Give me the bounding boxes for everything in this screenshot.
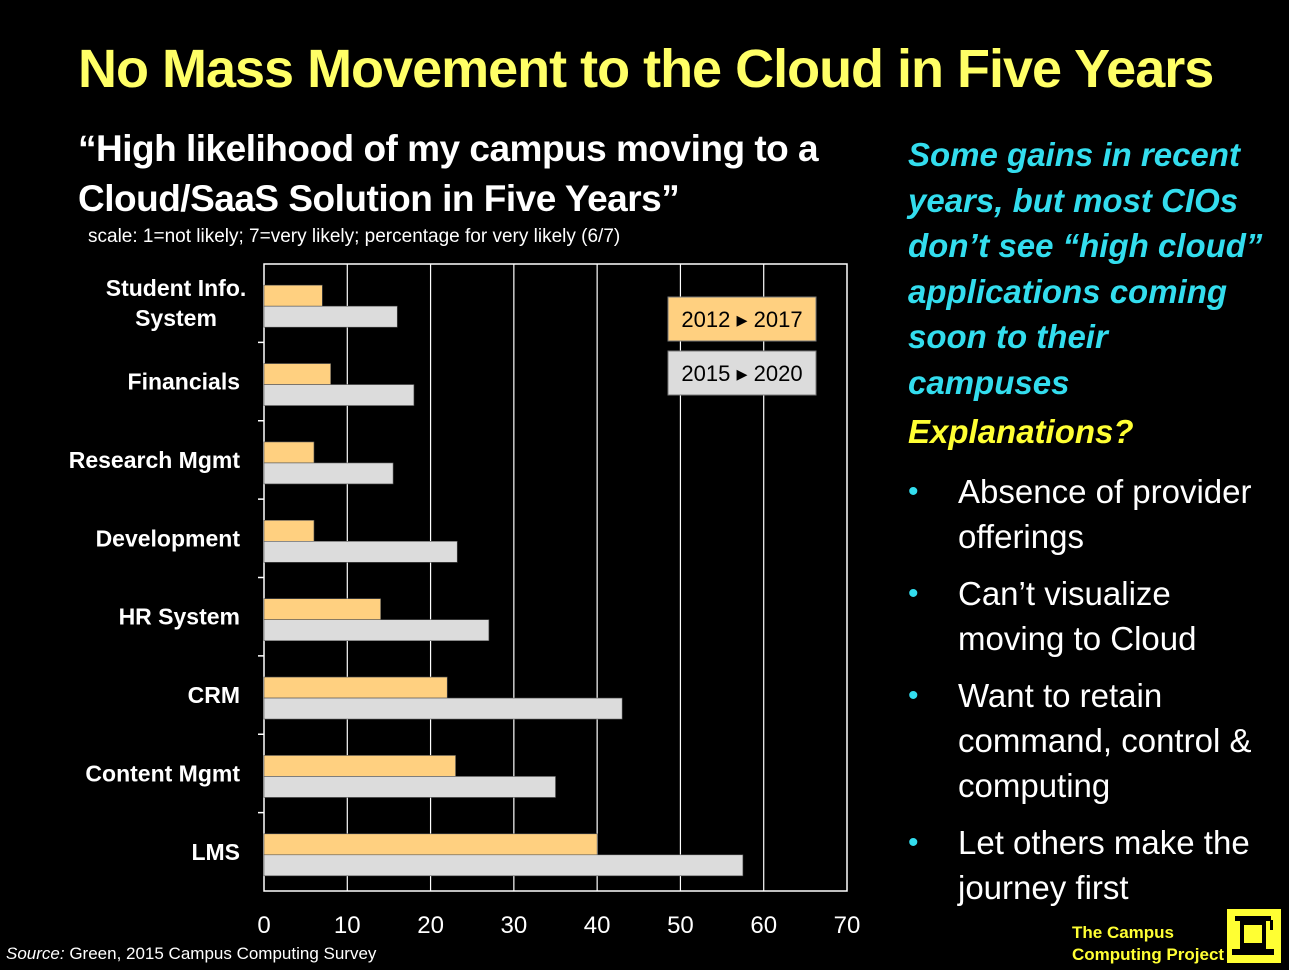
bar (263, 462, 394, 485)
campus-computing-logo-icon (1227, 909, 1281, 963)
bar (263, 619, 490, 641)
bar-chart: 0 10 20 30 40 50 60 70 Student Info. System Financ… (69, 263, 861, 939)
x-tick-label: 10 (334, 912, 361, 939)
highlight-line: soon to their campuses (908, 318, 1108, 401)
bar (263, 384, 415, 406)
x-tick-label: 60 (750, 912, 777, 939)
y-category-label: Financials (128, 369, 240, 395)
list-item: • Let others make the journey first (908, 820, 1278, 910)
bar (263, 776, 556, 798)
bullet-icon: • (908, 577, 919, 610)
bar (263, 284, 323, 307)
highlight-line: don’t see “high cloud” (908, 227, 1263, 264)
x-tick-label: 30 (501, 912, 528, 939)
source-note: Source: Green, 2015 Campus Computing Sur… (6, 944, 376, 964)
highlight-line: Some gains in recent (908, 136, 1240, 173)
scale-note: scale: 1=not likely; 7=very likely; perc… (88, 226, 621, 247)
subtitle-line-2: Cloud/SaaS Solution in Five Years” (78, 178, 680, 219)
x-tick-label: 0 (257, 912, 270, 939)
x-tick-label: 50 (667, 912, 694, 939)
bullet-icon: • (908, 475, 919, 508)
x-tick-label: 20 (417, 912, 444, 939)
y-category-label: Content Mgmt (85, 760, 240, 786)
brand-line-1: The Campus (1072, 923, 1175, 942)
list-item-text: Absence of provider offerings (958, 473, 1252, 555)
y-category-label: CRM (188, 682, 240, 708)
y-category-label: HR System (119, 604, 240, 630)
source-label: Source: (6, 944, 65, 963)
slide-title: No Mass Movement to the Cloud in Five Ye… (78, 39, 1214, 99)
y-category-label: LMS (191, 839, 240, 865)
explanations-heading: Explanations? (908, 413, 1134, 450)
legend-label: 2012 ▸ 2017 (681, 307, 802, 332)
highlight-text: Some gains in recent years, but most CIO… (908, 132, 1278, 405)
list-item-text: Want to retain command, control & comput… (958, 677, 1252, 804)
bullet-icon: • (908, 679, 919, 712)
bar (263, 305, 398, 328)
bar (263, 854, 744, 877)
chart-subtitle: “High likelihood of my campus moving to … (78, 124, 878, 224)
bar (263, 676, 448, 699)
list-item: • Can’t visualize moving to Cloud (908, 571, 1278, 661)
brand-line-2: Computing Project (1072, 945, 1225, 964)
highlight-line: applications coming (908, 272, 1228, 310)
legend-swatch (667, 350, 817, 396)
right-panel: Some gains in recent years, but most CIO… (908, 132, 1278, 922)
bar (263, 541, 458, 563)
bar (263, 363, 331, 385)
brand-text: The Campus Computing Project (1072, 922, 1224, 966)
list-item: • Want to retain command, control & compu… (908, 673, 1278, 808)
bullet-icon: • (908, 826, 919, 859)
y-category-label: Student Info. (106, 275, 247, 301)
source-text: Green, 2015 Campus Computing Survey (64, 944, 377, 963)
explanation-list: • Absence of provider offerings • Can’t vi… (908, 469, 1278, 910)
y-category-label: Research Mgmt (69, 447, 241, 473)
bar (263, 598, 381, 620)
bar (263, 441, 315, 464)
bar (263, 697, 623, 720)
x-tick-label: 40 (584, 912, 611, 939)
y-category-label: System (135, 305, 217, 331)
list-item-text: Can’t visualize moving to Cloud (958, 575, 1197, 657)
bar (263, 833, 598, 856)
list-item-text: Let others make the journey first (958, 824, 1250, 906)
bar (263, 755, 456, 777)
subtitle-line-1: “High likelihood of my campus moving to … (78, 128, 819, 169)
list-item: • Absence of provider offerings (908, 469, 1278, 559)
legend-label: 2015 ▸ 2020 (681, 361, 802, 386)
bar (263, 520, 315, 542)
x-tick-label: 70 (834, 912, 861, 939)
y-category-label: Development (96, 525, 241, 551)
highlight-line: years, but most CIOs (908, 181, 1239, 219)
legend-swatch (667, 296, 817, 342)
